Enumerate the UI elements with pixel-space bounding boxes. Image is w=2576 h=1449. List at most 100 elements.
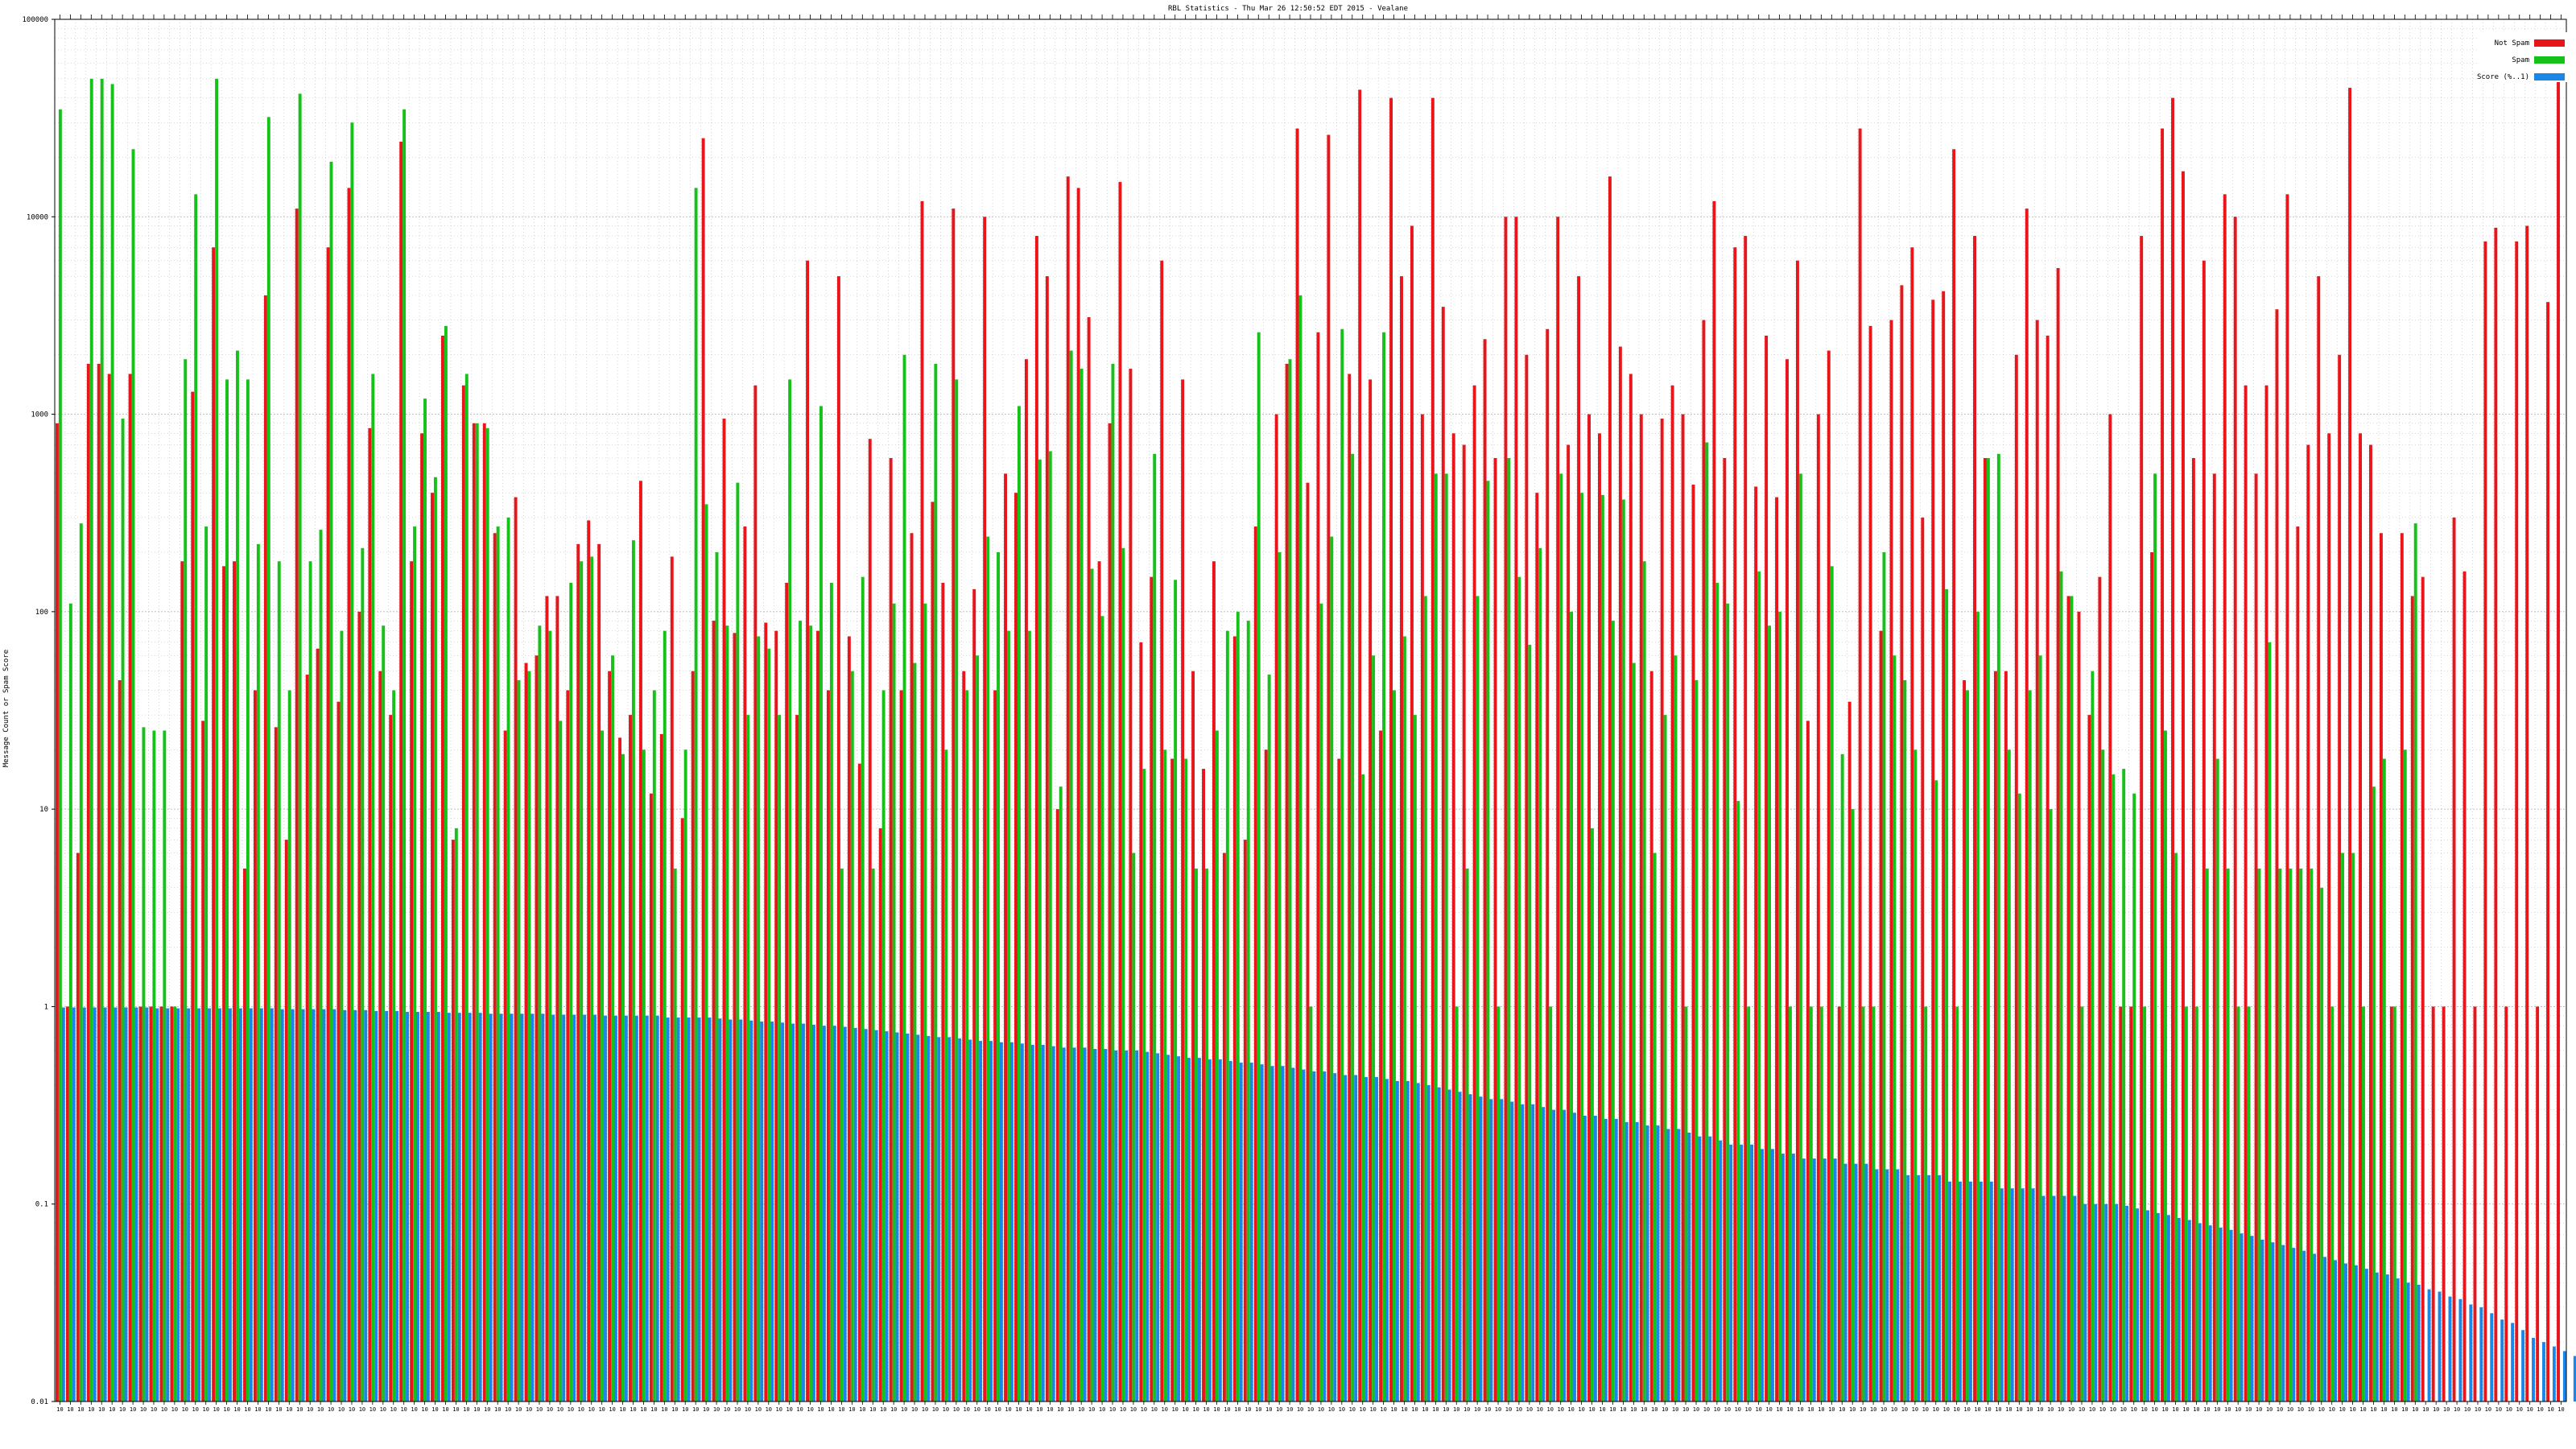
bar-not_spam [1993,671,1997,1402]
bar-spam [2247,1006,2251,1402]
x-tick-label: 10 [557,1406,564,1413]
x-tick-label: 10 [1609,1406,1616,1413]
bar-spam [194,194,198,1402]
bar-spam [902,354,906,1402]
bar-spam [1580,493,1583,1402]
x-tick-label: 10 [2068,1406,2074,1413]
bar-spam [2392,1006,2396,1402]
x-tick-label: 10 [2005,1406,2012,1413]
bar-score [2062,1195,2066,1402]
bar-spam [2205,868,2209,1402]
bar-not_spam [566,690,570,1402]
bar-not_spam [1514,217,1518,1402]
bar-score [2073,1195,2077,1402]
bar-score [2260,1239,2264,1402]
bar-spam [1455,1006,1459,1402]
legend: Not Spam Spam Score (%..1) [2477,32,2568,82]
x-tick-label: 10 [578,1406,584,1413]
x-tick-label: 10 [244,1406,250,1413]
x-tick-label: 10 [2328,1406,2334,1413]
bar-spam [1278,552,1282,1402]
bar-score [937,1037,941,1402]
x-tick-label: 10 [151,1406,157,1413]
bar-spam [1559,473,1563,1402]
bar-not_spam [1379,730,1383,1402]
x-tick-label: 10 [2391,1406,2397,1413]
bar-spam [1611,621,1615,1402]
bar-score [811,1024,815,1402]
bar-score [145,1007,149,1402]
legend-item-spam: Spam [2512,56,2565,64]
bar-not_spam [2046,335,2050,1402]
x-tick-label: 10 [1537,1406,1543,1413]
bar-score [353,1009,357,1402]
bar-score [364,1009,368,1402]
bar-score [1968,1181,1972,1402]
bar-spam [1069,350,1073,1402]
bar-score [613,1015,617,1402]
bar-score [134,1007,138,1402]
bar-not_spam [2421,576,2425,1402]
bar-spam [1142,769,1146,1402]
bar-not_spam [1816,414,1820,1402]
bar-not_spam [451,840,455,1402]
bar-not_spam [1274,414,1278,1402]
bar-not_spam [691,671,695,1402]
legend-item-score: Score (%..1) [2477,73,2565,81]
bar-not_spam [1108,423,1112,1402]
y-tick-label: 0.01 [31,1398,48,1406]
bar-not_spam [1055,809,1059,1402]
bar-not_spam [212,247,216,1402]
bar-spam [683,749,687,1402]
bar-not_spam [2223,194,2227,1402]
bar-spam [1851,809,1855,1402]
bar-not_spam [878,828,882,1402]
bar-score [2532,1337,2535,1402]
bar-not_spam [1649,671,1653,1402]
bar-not_spam [1451,433,1455,1402]
bar-spam [840,868,844,1402]
bar-score [457,1013,461,1402]
bar-spam [89,78,93,1402]
bar-score [332,1009,336,1402]
bar-score [1302,1069,1306,1402]
bar-not_spam [795,715,799,1402]
bar-spam [361,547,365,1402]
bar-not_spam [1827,350,1831,1402]
bar-score [1187,1058,1191,1402]
bar-spam [1590,828,1594,1402]
bar-spam [246,379,250,1402]
bar-not_spam [482,423,486,1402]
bar-not_spam [2025,208,2029,1402]
bar-spam [2289,868,2293,1402]
bar-spam [1934,780,1938,1402]
bar-not_spam [97,363,101,1402]
bar-not_spam [1337,758,1341,1402]
x-tick-label: 10 [2245,1406,2252,1413]
x-tick-label: 10 [359,1406,365,1413]
bar-not_spam [2233,217,2237,1402]
bar-not_spam [2338,354,2342,1402]
x-tick-label: 10 [1505,1406,1512,1413]
bar-not_spam [2244,385,2248,1402]
bar-score [1208,1059,1212,1402]
x-tick-label: 10 [1182,1406,1188,1413]
bar-spam [538,625,542,1402]
x-tick-label: 10 [1849,1406,1856,1413]
x-tick-label: 10 [2516,1406,2523,1413]
bar-not_spam [1097,561,1101,1402]
x-ticks-layer: 10 10 10 10 10 10 10 10 10 10 10 10 10 10 10 10 10 10 10 10… [56,14,2565,1413]
bar-not_spam [1577,276,1581,1402]
bar-score [2552,1346,2556,1402]
bar-not_spam [1889,320,1893,1402]
x-tick-label: 10 [2099,1406,2106,1413]
bar-not_spam [743,526,747,1402]
x-tick-label: 10 [1286,1406,1293,1413]
bar-not_spam [1525,354,1529,1402]
bar-not_spam [420,433,424,1402]
x-tick-label: 10 [911,1406,918,1413]
bar-score [2000,1188,2004,1402]
bar-spam [142,727,146,1402]
x-tick-label: 10 [786,1406,792,1413]
bar-score [93,1007,97,1402]
